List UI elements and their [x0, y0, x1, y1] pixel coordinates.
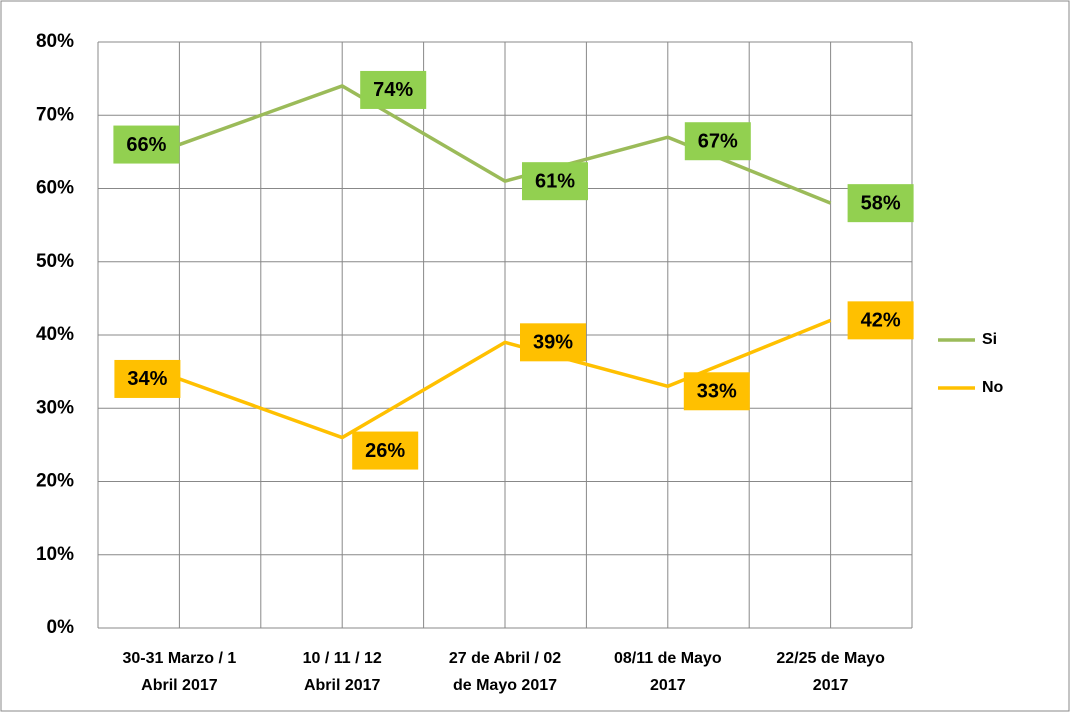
- y-tick-label: 80%: [36, 31, 74, 52]
- x-tick-label: 2017: [813, 677, 849, 694]
- x-tick-label: 2017: [650, 677, 686, 694]
- legend-label: Si: [982, 331, 997, 348]
- data-label-box: [683, 372, 750, 411]
- data-label: 66%: [126, 134, 166, 156]
- x-tick-label: 30-31 Marzo / 1: [122, 650, 236, 667]
- legend-label: No: [982, 379, 1004, 396]
- data-label: 33%: [697, 381, 737, 403]
- x-tick-label: Abril 2017: [141, 677, 218, 694]
- y-tick-label: 20%: [36, 471, 74, 492]
- data-label-box: [847, 301, 914, 340]
- y-tick-label: 30%: [36, 397, 74, 418]
- data-label: 39%: [533, 332, 573, 354]
- data-label-box: [684, 122, 751, 161]
- data-label: 34%: [127, 368, 167, 390]
- x-tick-label: 10 / 11 / 12: [303, 650, 382, 667]
- data-label-box: [113, 125, 180, 164]
- data-label-box: [522, 162, 588, 201]
- line-series: [178, 318, 832, 440]
- y-tick-label: 60%: [36, 178, 74, 199]
- data-label-box: [360, 70, 427, 109]
- x-tick-label: Abril 2017: [304, 677, 381, 694]
- x-tick-label: 22/25 de Mayo: [776, 650, 885, 667]
- x-tick-label: de Mayo 2017: [453, 677, 557, 694]
- data-label: 26%: [365, 440, 405, 462]
- y-tick-label: 40%: [36, 324, 74, 345]
- data-label-box: [520, 323, 586, 362]
- y-tick-label: 10%: [36, 544, 74, 565]
- y-tick-label: 50%: [36, 251, 74, 272]
- data-label: 58%: [861, 192, 901, 214]
- data-label-box: [847, 184, 914, 223]
- data-label: 61%: [535, 170, 575, 192]
- data-label-box: [352, 431, 419, 470]
- data-label: 67%: [698, 131, 738, 153]
- x-tick-label: 08/11 de Mayo: [614, 650, 722, 667]
- data-label: 74%: [373, 79, 413, 101]
- data-label-box: [114, 359, 181, 398]
- data-label: 42%: [861, 310, 901, 332]
- x-tick-label: 27 de Abril / 02: [449, 650, 561, 667]
- y-tick-label: 0%: [47, 617, 75, 638]
- y-tick-label: 70%: [36, 104, 74, 125]
